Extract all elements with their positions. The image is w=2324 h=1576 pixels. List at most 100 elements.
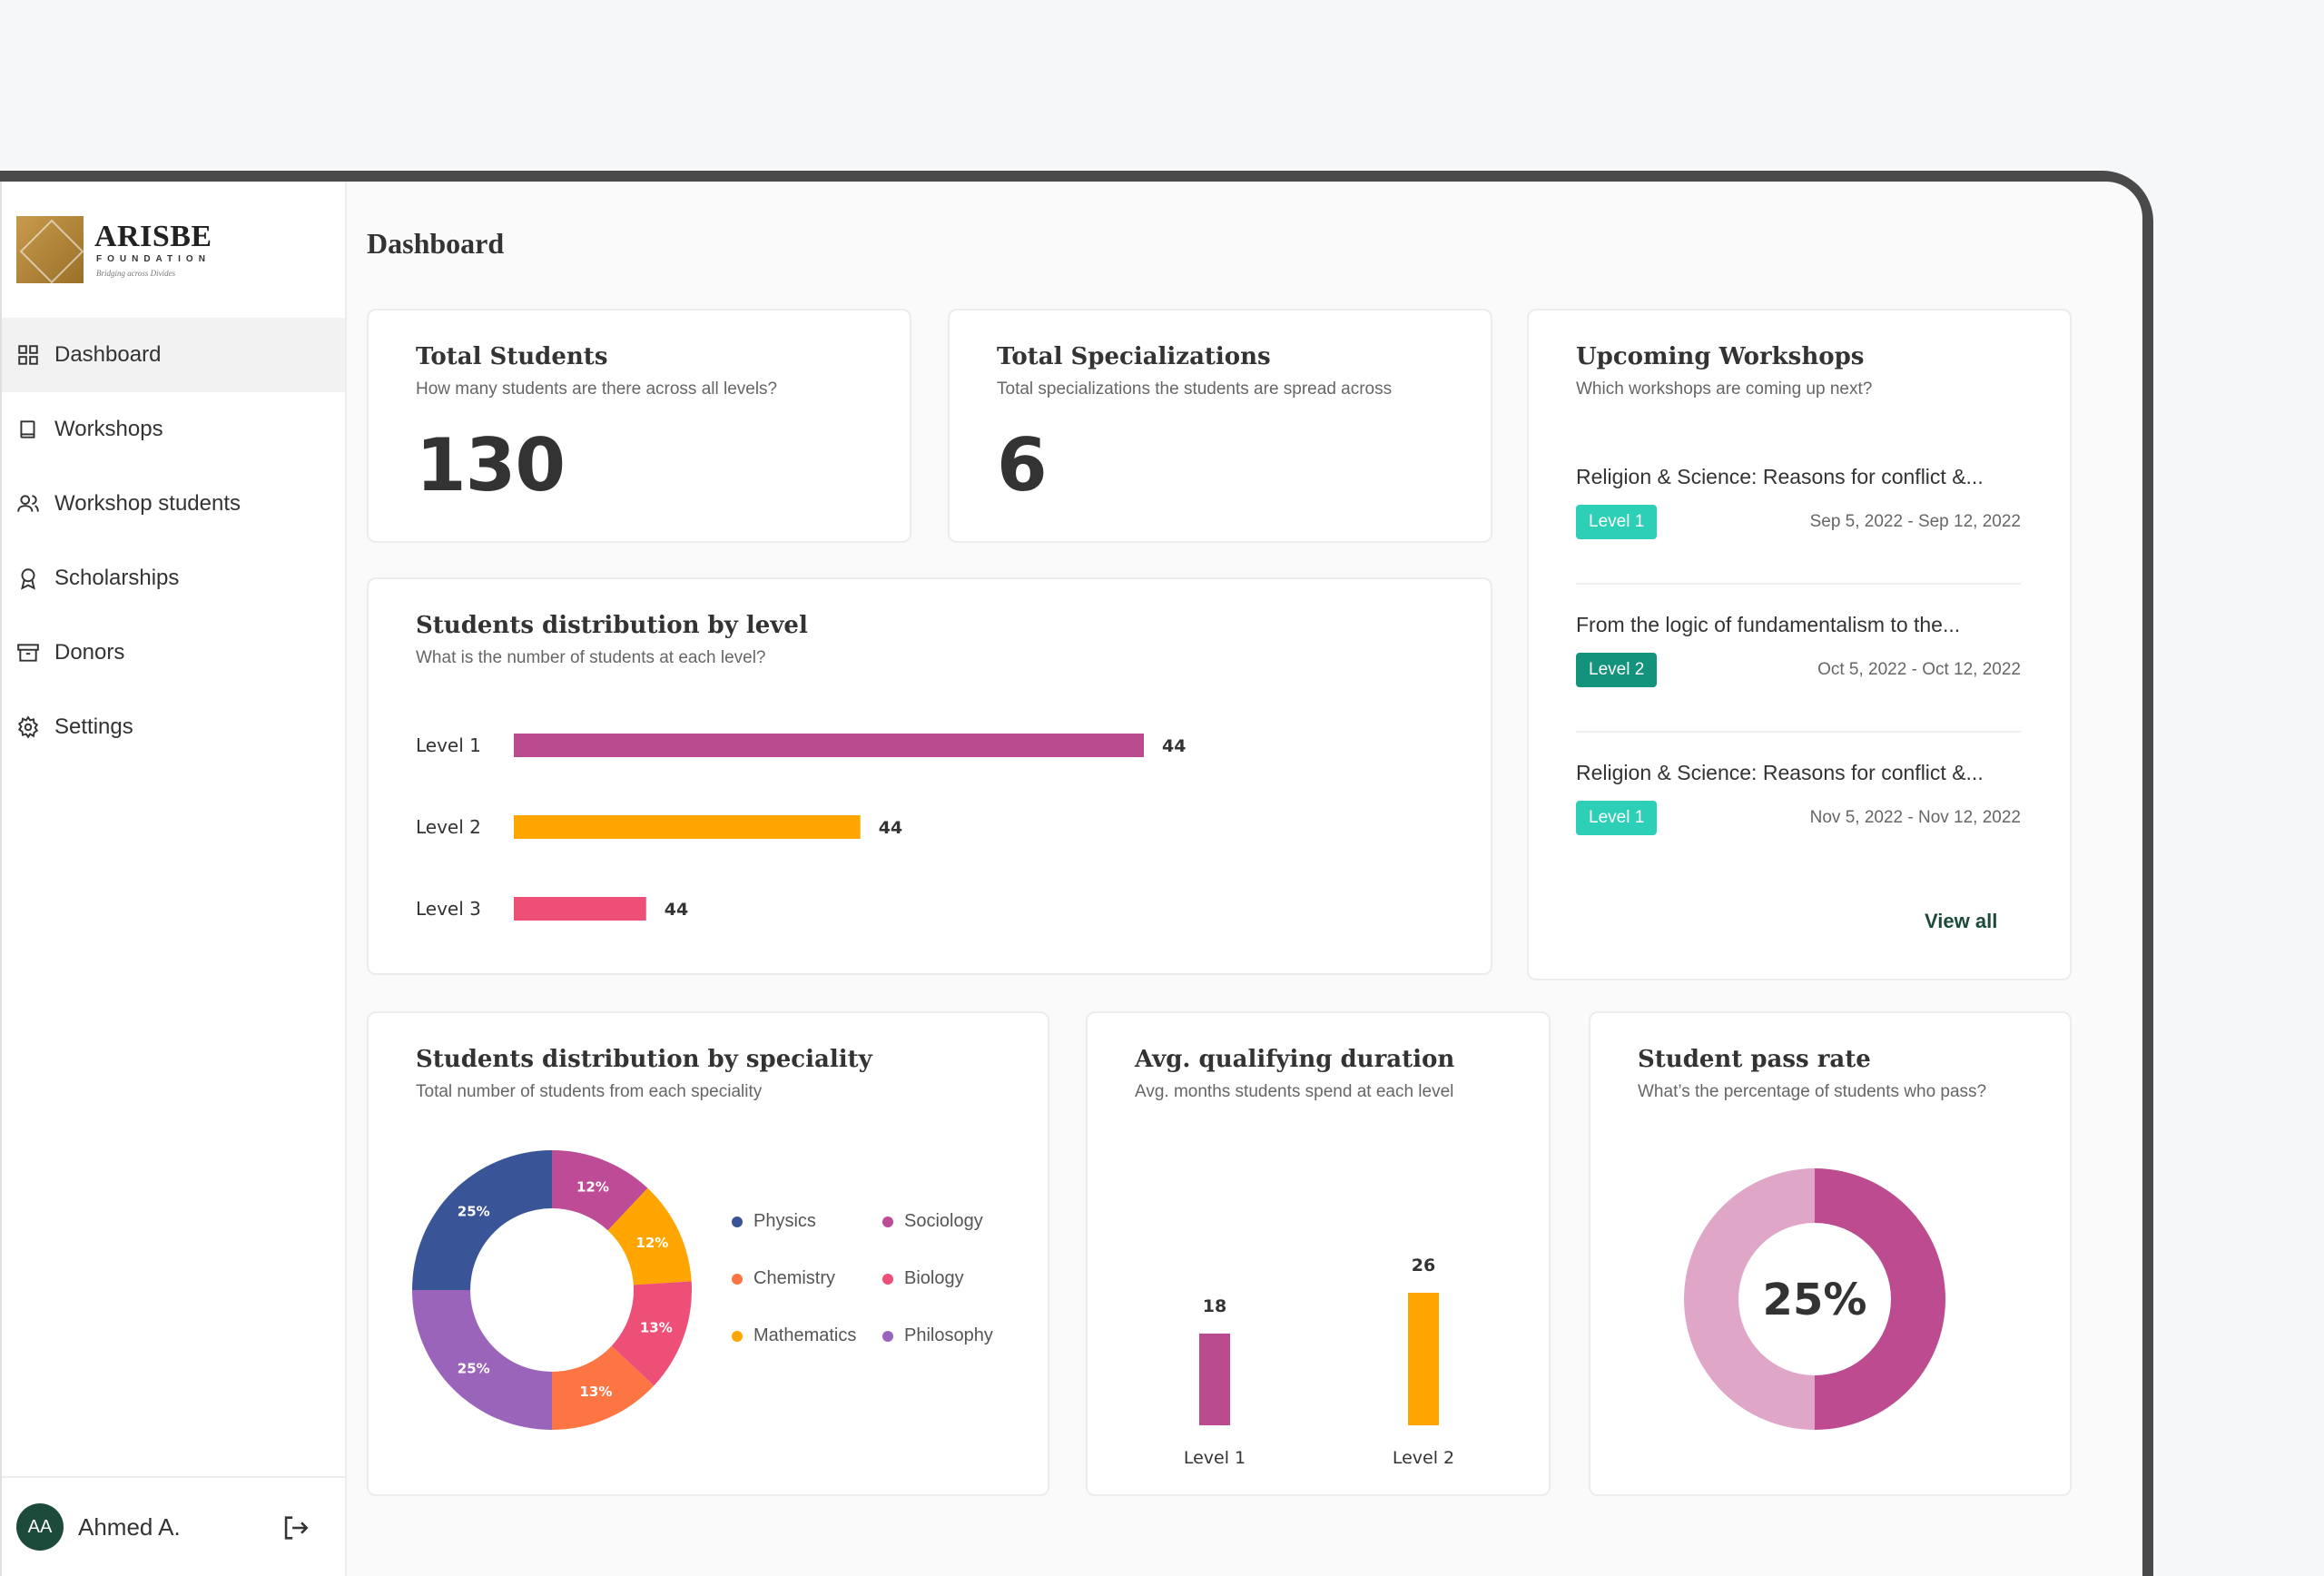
sidebar-item-label: Scholarships [54, 566, 180, 590]
legend-label: Philosophy [904, 1325, 993, 1345]
legend-label: Physics [753, 1211, 816, 1231]
sidebar-item-workshop-students[interactable]: Workshop students [2, 467, 345, 541]
card-title: Upcoming Workshops [1576, 343, 1865, 370]
workshop-item[interactable]: From the logic of fundamentalism to the.… [1576, 596, 2021, 733]
sidebar-item-label: Donors [54, 640, 125, 665]
legend-label: Chemistry [753, 1268, 836, 1288]
donut-slice[interactable] [1684, 1168, 1815, 1430]
sidebar-item-workshops[interactable]: Workshops [2, 392, 345, 467]
legend-item: Biology [882, 1268, 964, 1289]
bar-value-label: 44 [879, 818, 902, 838]
bar-category-label: Level 2 [416, 816, 481, 838]
gear-icon [16, 715, 40, 739]
bar[interactable] [514, 734, 1144, 757]
page-title: Dashboard [367, 227, 505, 260]
card-title: Total Students [416, 343, 608, 370]
workshop-title: Religion & Science: Reasons for conflict… [1576, 465, 1984, 488]
avatar[interactable]: AA [16, 1503, 64, 1551]
sidebar-item-label: Dashboard [54, 342, 162, 367]
award-icon [16, 566, 40, 590]
level-distribution-card: Students distribution by level What is t… [367, 577, 1492, 975]
view-all-link[interactable]: View all [1925, 910, 1998, 932]
card-subtitle: How many students are there across all l… [416, 379, 778, 399]
legend-dot [882, 1216, 893, 1227]
bar[interactable] [514, 815, 861, 839]
bar-category-label: Level 2 [1393, 1448, 1454, 1468]
slice-label: 25% [458, 1204, 490, 1220]
donut-slice[interactable] [412, 1290, 552, 1430]
brand-subtitle: FOUNDATION [96, 254, 211, 264]
total-students-value: 130 [416, 423, 566, 507]
legend-item: Sociology [882, 1211, 983, 1232]
legend-item: Philosophy [882, 1325, 993, 1346]
legend-dot [732, 1330, 743, 1342]
card-title: Student pass rate [1638, 1046, 1871, 1073]
bar[interactable] [514, 897, 646, 921]
sidebar-item-scholarships[interactable]: Scholarships [2, 541, 345, 616]
workshop-date: Sep 5, 2022 - Sep 12, 2022 [1809, 512, 2021, 531]
user-name: Ahmed A. [78, 1512, 181, 1541]
total-specializations-value: 6 [997, 423, 1048, 507]
donut-slice[interactable] [552, 1345, 655, 1430]
bar[interactable] [1408, 1293, 1439, 1425]
legend-dot [732, 1273, 743, 1285]
brand-tagline: Bridging across Divides [96, 269, 176, 278]
speciality-donut-chart: 12% 12% 13% 13% 25% 25% [412, 1150, 692, 1430]
archive-icon [16, 641, 40, 665]
legend-label: Mathematics [753, 1325, 857, 1345]
pass-rate-card: Student pass rate What’s the percentage … [1589, 1011, 2072, 1496]
bar-value-label: 18 [1203, 1296, 1226, 1316]
bar-value-label: 44 [1162, 736, 1186, 756]
legend-item: Chemistry [732, 1268, 835, 1289]
level-badge: Level 1 [1576, 801, 1658, 835]
slice-label: 13% [579, 1384, 612, 1400]
card-subtitle: Avg. months students spend at each level [1135, 1082, 1454, 1101]
sidebar-item-settings[interactable]: Settings [2, 690, 345, 764]
workshop-date: Oct 5, 2022 - Oct 12, 2022 [1817, 660, 2021, 679]
card-subtitle: Total specializations the students are s… [997, 379, 1393, 399]
bar-category-label: Level 1 [416, 734, 481, 756]
sidebar-item-label: Settings [54, 714, 133, 739]
bar-category-label: Level 1 [1184, 1448, 1246, 1468]
card-title: Students distribution by level [416, 612, 808, 639]
pass-rate-donut-chart: 25% [1684, 1168, 1945, 1430]
sidebar-item-donors[interactable]: Donors [2, 616, 345, 690]
donut-slice[interactable] [552, 1150, 648, 1231]
legend-label: Biology [904, 1268, 964, 1288]
workshop-date: Nov 5, 2022 - Nov 12, 2022 [1809, 808, 2021, 827]
app-screen: ARISBE FOUNDATION Bridging across Divide… [0, 182, 2142, 1576]
user-profile: AA Ahmed A. [2, 1476, 345, 1576]
bar[interactable] [1199, 1333, 1230, 1425]
brand-logo[interactable]: ARISBE FOUNDATION Bridging across Divide… [16, 216, 289, 285]
card-subtitle: Total number of students from each speci… [416, 1082, 763, 1101]
legend-item: Mathematics [732, 1325, 856, 1346]
level-badge: Level 1 [1576, 505, 1658, 539]
card-title: Students distribution by speciality [416, 1046, 872, 1073]
logout-icon[interactable] [280, 1512, 310, 1543]
avg-duration-card: Avg. qualifying duration Avg. months stu… [1086, 1011, 1551, 1496]
total-specializations-card: Total Specializations Total specializati… [948, 309, 1492, 543]
workshop-item[interactable]: Religion & Science: Reasons for conflict… [1576, 744, 2021, 881]
workshop-item[interactable]: Religion & Science: Reasons for conflict… [1576, 448, 2021, 585]
bar-category-label: Level 3 [416, 898, 481, 920]
card-title: Total Specializations [997, 343, 1271, 370]
slice-label: 12% [635, 1235, 668, 1251]
card-subtitle: What is the number of students at each l… [416, 648, 766, 667]
donut-slice[interactable] [611, 1281, 692, 1386]
sidebar-item-dashboard[interactable]: Dashboard [2, 318, 345, 392]
card-title: Avg. qualifying duration [1135, 1046, 1455, 1073]
workshop-title: Religion & Science: Reasons for conflict… [1576, 761, 1984, 784]
slice-label: 13% [640, 1319, 673, 1335]
donut-slice[interactable] [607, 1187, 692, 1285]
sidebar-item-label: Workshops [54, 417, 163, 441]
book-icon [16, 418, 40, 441]
donut-slice[interactable] [412, 1150, 552, 1290]
speciality-distribution-card: Students distribution by speciality Tota… [367, 1011, 1049, 1496]
level-badge: Level 2 [1576, 653, 1658, 687]
grid-icon [16, 343, 40, 367]
duration-bar-chart: 18 Level 1 26 Level 2 [1184, 1256, 1454, 1468]
pass-rate-value: 25% [1763, 1275, 1867, 1325]
bar-value-label: 44 [665, 900, 688, 920]
donut-slice[interactable] [1815, 1168, 1945, 1430]
slice-label: 12% [576, 1179, 609, 1196]
